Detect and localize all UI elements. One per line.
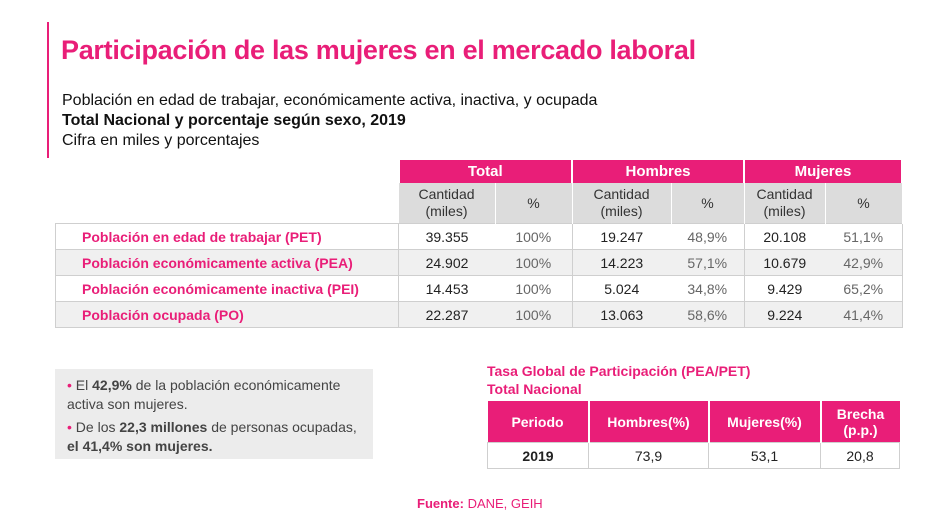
hombres-cantidad: 13.063 <box>571 301 671 328</box>
hombres-pct: 58,6% <box>671 301 744 328</box>
total-pct: 100% <box>495 275 572 302</box>
header-periodo: Periodo <box>487 401 590 443</box>
row-label: Población económicamente activa (PEA) <box>55 249 399 276</box>
header-mujeres: Mujeres(%) <box>708 401 822 443</box>
total-cantidad: 39.355 <box>398 223 495 250</box>
mujeres-pct: 41,4% <box>825 301 903 328</box>
hombres-pct: 57,1% <box>671 249 744 276</box>
header-hombres: Hombres(%) <box>588 401 710 443</box>
labor-market-table: Total Hombres Mujeres Cantidad (miles) % … <box>55 160 903 328</box>
subheader-hombres-pct: % <box>671 183 745 224</box>
brecha-value: 20,8 <box>820 442 900 469</box>
mujeres-pct: 51,1% <box>825 223 903 250</box>
total-cantidad: 14.453 <box>398 275 495 302</box>
bullet-icon: • <box>67 377 76 393</box>
subheader-mujeres-pct: % <box>825 183 903 224</box>
accent-line <box>47 22 49 158</box>
row-label: Población ocupada (PO) <box>55 301 399 328</box>
subtitle-description: Población en edad de trabajar, económica… <box>62 92 598 109</box>
total-cantidad: 24.902 <box>398 249 495 276</box>
table-row: Población ocupada (PO) 22.287 100% 13.06… <box>55 301 903 328</box>
row-label: Población en edad de trabajar (PET) <box>55 223 399 250</box>
periodo-value: 2019 <box>487 442 589 469</box>
hombres-value: 73,9 <box>588 442 709 469</box>
subheader-mujeres-cantidad: Cantidad (miles) <box>744 183 826 224</box>
subheader-hombres-cantidad: Cantidad (miles) <box>572 183 672 224</box>
highlights-box: • El 42,9% de la población económicament… <box>55 369 373 459</box>
hombres-cantidad: 14.223 <box>571 249 671 276</box>
total-pct: 100% <box>495 301 572 328</box>
hombres-cantidad: 5.024 <box>571 275 671 302</box>
hombres-pct: 34,8% <box>671 275 744 302</box>
mujeres-cantidad: 10.679 <box>743 249 825 276</box>
page-title: Participación de las mujeres en el merca… <box>61 35 696 65</box>
subtitle-scope: Total Nacional y porcentaje según sexo, … <box>62 112 406 129</box>
participation-rate-table: Periodo Hombres(%) Mujeres(%) Brecha (p.p… <box>487 401 900 469</box>
group-header-hombres: Hombres <box>571 160 745 183</box>
mujeres-value: 53,1 <box>708 442 821 469</box>
bullet-icon: • <box>67 419 76 435</box>
total-pct: 100% <box>495 249 572 276</box>
subheader-total-cantidad: Cantidad (miles) <box>398 183 496 224</box>
group-header-mujeres: Mujeres <box>743 160 903 183</box>
highlight-note: • De los 22,3 millones de personas ocupa… <box>67 419 357 454</box>
hombres-pct: 48,9% <box>671 223 744 250</box>
subheader-total-pct: % <box>495 183 573 224</box>
participation-rate-title: Tasa Global de Participación (PEA/PET) T… <box>487 363 751 397</box>
subtitle-units: Cifra en miles y porcentajes <box>62 132 260 149</box>
highlight-note: • El 42,9% de la población económicament… <box>67 377 341 412</box>
group-header-total: Total <box>397 160 573 183</box>
hombres-cantidad: 19.247 <box>571 223 671 250</box>
mujeres-cantidad: 20.108 <box>743 223 825 250</box>
table-row: Población en edad de trabajar (PET) 39.3… <box>55 223 903 250</box>
table-row: Población económicamente activa (PEA) 24… <box>55 249 903 276</box>
header-brecha: Brecha (p.p.) <box>820 401 900 443</box>
table-row: Población económicamente inactiva (PEI) … <box>55 275 903 302</box>
total-pct: 100% <box>495 223 572 250</box>
table-row: 2019 73,9 53,1 20,8 <box>487 442 900 469</box>
mujeres-pct: 65,2% <box>825 275 903 302</box>
mujeres-cantidad: 9.224 <box>743 301 825 328</box>
row-label: Población económicamente inactiva (PEI) <box>55 275 399 302</box>
mujeres-pct: 42,9% <box>825 249 903 276</box>
source-note: Fuente: DANE, GEIH <box>417 496 543 511</box>
total-cantidad: 22.287 <box>398 301 495 328</box>
mujeres-cantidad: 9.429 <box>743 275 825 302</box>
